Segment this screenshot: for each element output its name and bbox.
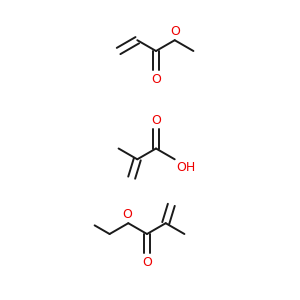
Text: OH: OH <box>176 161 196 174</box>
Text: O: O <box>142 256 152 269</box>
Text: O: O <box>170 26 180 38</box>
Text: O: O <box>151 114 161 127</box>
Text: O: O <box>122 208 132 221</box>
Text: O: O <box>151 73 161 86</box>
